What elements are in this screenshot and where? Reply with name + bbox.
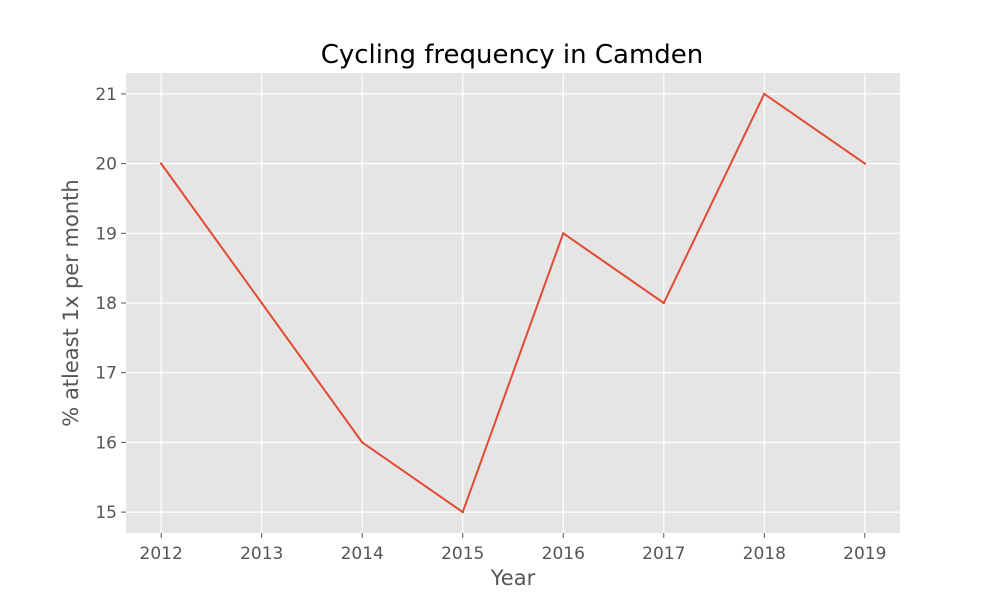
data-point [260,301,263,305]
y-tick-label: 17 [95,364,117,384]
y-tick-label: 20 [95,155,117,175]
x-tick-label: 2019 [843,544,886,564]
y-tick-label: 15 [95,503,117,523]
y-tick-label: 21 [95,85,117,105]
series [159,92,867,514]
data-point [361,441,364,444]
y-tick-label: 18 [95,294,117,314]
x-tick-label: 2015 [441,544,484,564]
data-point [461,510,464,514]
x-tick-label: 2016 [542,544,585,564]
data-point [863,162,867,165]
data-point [562,232,565,235]
x-axis-title: Year [490,566,536,590]
y-tick-label: 19 [95,224,117,244]
x-tick-label: 2017 [642,544,685,564]
x-tick-label: 2018 [743,544,786,564]
y-axis-title: % atleast 1x per month [59,179,83,426]
ticks: 2012 2013 2014 2015 2016 2017 2018 201915161718… [95,85,886,564]
x-tick-label: 2013 [240,544,283,564]
x-tick-label: 2012 [140,544,183,564]
data-point [662,301,665,305]
series-line [160,92,866,514]
y-tick-label: 16 [95,433,117,453]
chart-title: Cycling frequency in Camden [321,40,704,70]
data-point [159,162,163,165]
x-tick-label: 2014 [341,544,384,564]
data-point [763,92,766,96]
